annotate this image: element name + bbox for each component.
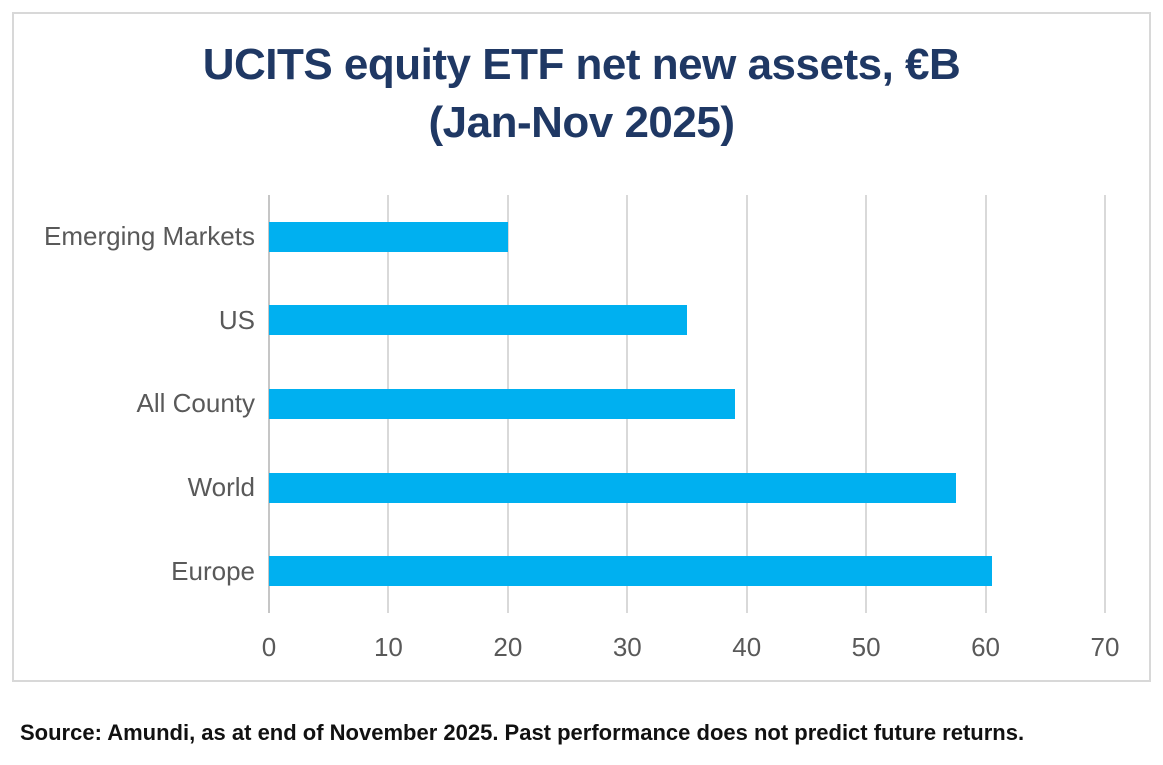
bar-world	[269, 472, 956, 503]
bar-track-europe	[269, 556, 1105, 587]
source-note: Source: Amundi, as at end of November 20…	[20, 720, 1025, 745]
gridline	[865, 195, 868, 613]
bar-track-us	[269, 305, 1105, 336]
x-tick-label: 40	[732, 632, 762, 662]
category-label-us: US	[218, 304, 255, 335]
x-tick-label: 10	[373, 632, 403, 662]
chart-row-us: US	[14, 279, 1105, 363]
chart-row-europe: Europe	[14, 529, 1105, 613]
chart-title-line2: (Jan-Nov 2025)	[428, 98, 735, 148]
x-tick-label: 0	[261, 632, 277, 662]
bar-track-all-county	[269, 388, 1105, 419]
chart-row-emerging-markets: Emerging Markets	[14, 195, 1105, 279]
plot-area: Emerging Markets US All County World Europe	[14, 195, 1149, 613]
chart-title-line1: UCITS equity ETF net new assets, €B	[202, 40, 961, 89]
bar-track-world	[269, 472, 1105, 503]
x-tick-label: 70	[1090, 632, 1120, 662]
category-label-all-county: All County	[136, 388, 256, 419]
chart-title: UCITS equity ETF net new assets, €B (Jan…	[14, 36, 1149, 152]
chart-row-world: World	[14, 446, 1105, 530]
category-label-emerging-markets: Emerging Markets	[44, 221, 255, 252]
gridline	[745, 195, 748, 613]
bar-europe	[269, 556, 992, 587]
bar-emerging-markets	[269, 221, 508, 252]
chart-frame: UCITS equity ETF net new assets, €B (Jan…	[12, 12, 1151, 682]
x-tick-label: 20	[493, 632, 523, 662]
x-axis: 0 10 20 30 40 50 60 70	[262, 632, 1120, 672]
bar-all-county	[269, 388, 735, 419]
x-tick-label: 60	[971, 632, 1001, 662]
x-tick-label: 50	[851, 632, 881, 662]
bar-track-emerging-markets	[269, 221, 1105, 252]
bar-rows: Emerging Markets US All County World Europe	[14, 195, 1105, 613]
x-tick-label: 30	[612, 632, 642, 662]
chart-row-all-county: All County	[14, 362, 1105, 446]
gridline	[984, 195, 987, 613]
category-label-europe: Europe	[171, 555, 255, 586]
bar-us	[269, 305, 687, 336]
gridline	[1104, 195, 1106, 613]
category-label-world: World	[187, 472, 255, 503]
